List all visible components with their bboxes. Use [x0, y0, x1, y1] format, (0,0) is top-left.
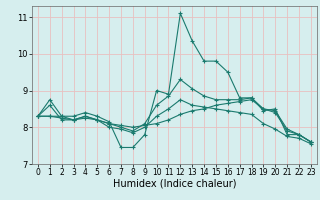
X-axis label: Humidex (Indice chaleur): Humidex (Indice chaleur)	[113, 179, 236, 189]
